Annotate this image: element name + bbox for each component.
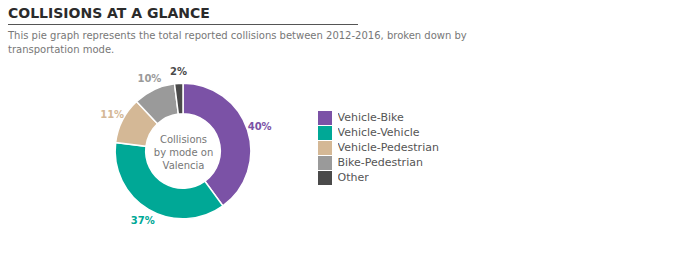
html-text:Vehicle-Bike: Vehicle-Bike [337, 111, 404, 125]
html-text:Vehicle-Vehicle: Vehicle-Vehicle [337, 126, 420, 140]
svg-text:10%: 10% [137, 73, 161, 84]
svg-text:Collisionsby mode onValencia: Collisionsby mode onValencia [154, 134, 213, 171]
svg-text:2%: 2% [170, 66, 187, 77]
svg-text:40%: 40% [248, 121, 272, 132]
html-text:This pie graph represents the: This pie graph represents the total repo… [8, 30, 467, 55]
html-text:Vehicle-Pedestrian: Vehicle-Pedestrian [337, 141, 439, 155]
svg-text:11%: 11% [100, 109, 124, 120]
html-text:COLLISIONS AT A GLANCE: COLLISIONS AT A GLANCE [8, 5, 210, 21]
svg-text:37%: 37% [131, 215, 155, 226]
html-text:Other: Other [337, 171, 369, 185]
html-text:Bike-Pedestrian: Bike-Pedestrian [337, 156, 423, 170]
